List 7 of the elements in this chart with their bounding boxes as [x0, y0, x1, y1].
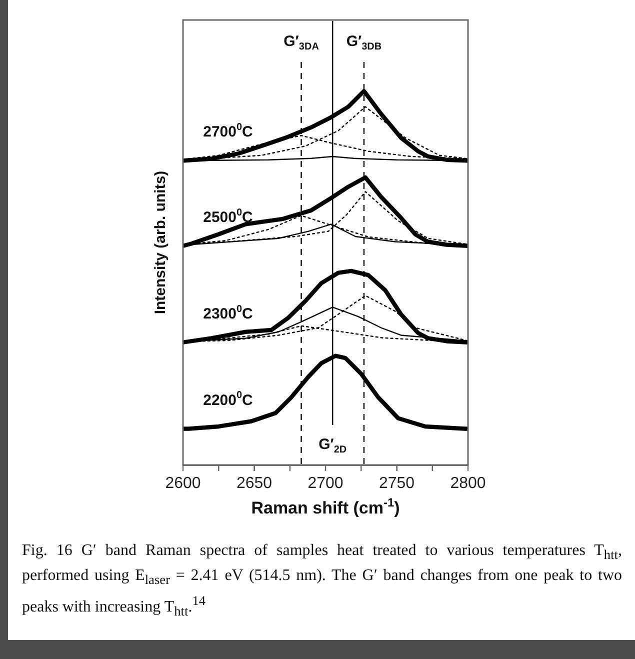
text: Fig. 16 G′ band Raman spectra of samples heat treated to various temperatures T$_{htt}$, performed using E$_{laser}$ = 2.41 eV (514.5 nm). The G′ band changes from one peak to two peaks with increasing T$_{htt}$.$^{14}$ [22, 542, 622, 619]
x-tick-label: 2650 [236, 475, 272, 492]
x-tick-label: 2700 [308, 475, 344, 492]
y-axis-title: Intensity (arb. units) [152, 170, 170, 314]
x-tick-label: 2600 [165, 475, 201, 492]
x-tick-label: 2750 [378, 475, 415, 492]
x-tick-label: 2800 [450, 475, 486, 492]
